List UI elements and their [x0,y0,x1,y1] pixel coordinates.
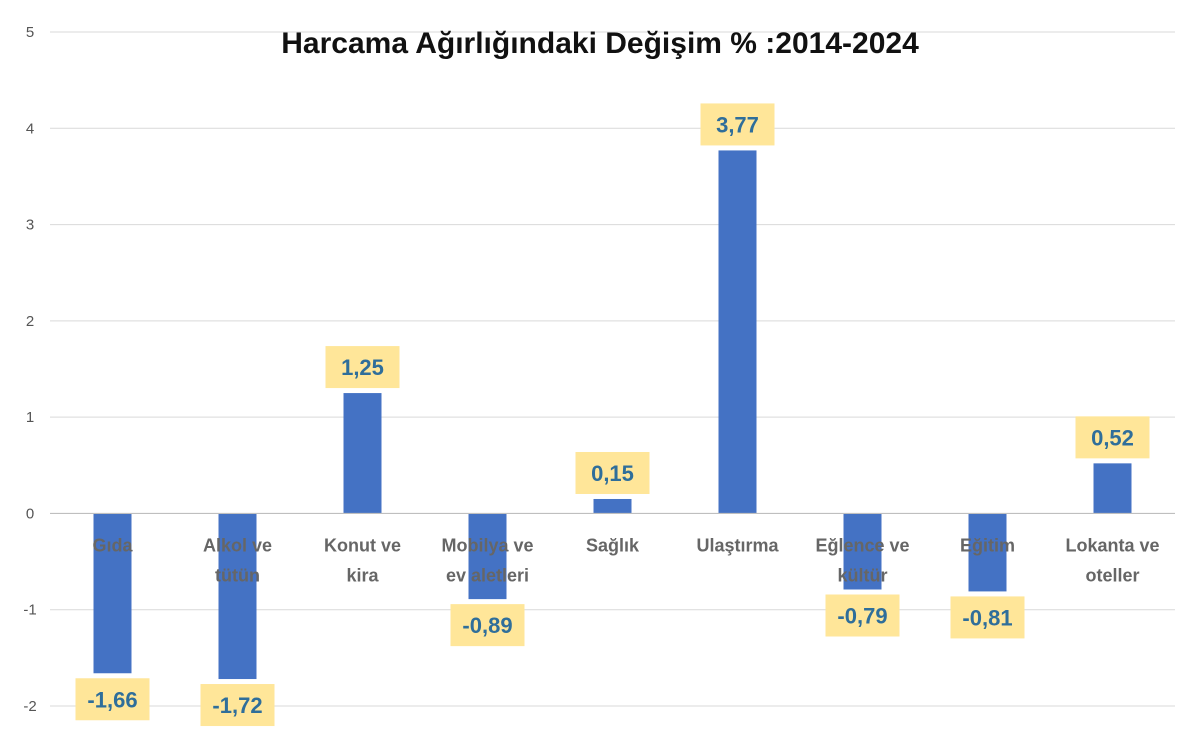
category-label: Eğitim [960,535,1015,555]
category-label: Gıda [92,535,133,555]
data-label: -0,81 [950,596,1025,639]
y-tick-label: 0 [26,505,34,522]
y-tick-label: -1 [23,602,36,619]
bar [468,513,507,600]
y-tick-label: 3 [26,217,34,234]
data-label: -1,72 [200,684,275,727]
data-label: 0,15 [575,451,650,494]
data-label-box [700,103,775,146]
bar [968,513,1007,592]
data-label: 1,25 [325,346,400,389]
bar [93,513,132,674]
data-label-box [1075,416,1150,459]
category-label: Mobilya ve ev aletleri [441,535,533,585]
data-label-text: -0,79 [837,603,887,628]
y-tick-label: 4 [26,120,34,137]
data-label-box [825,594,900,637]
data-label-text: -0,81 [962,605,1012,630]
category-label: Lokanta ve oteller [1065,535,1159,585]
data-label: 3,77 [700,103,775,146]
y-tick-label: 1 [26,409,34,426]
data-label: -0,89 [450,604,525,647]
data-label-text: 0,52 [1091,425,1134,450]
data-label-box [75,678,150,721]
data-label-box [450,604,525,647]
data-labels: -1,66 -1,72 1,25 -0,89 0,15 3,77 -0,79 -0,81 0,5… [75,103,1150,727]
data-label-text: 3,77 [716,112,759,137]
data-label: -0,79 [825,594,900,637]
data-label: 0,52 [1075,416,1150,459]
data-label: -1,66 [75,678,150,721]
bar [343,393,382,514]
y-tick-label: 5 [26,24,34,41]
y-tick-label: 2 [26,313,34,330]
data-label-box [200,684,275,727]
data-label-box [575,451,650,494]
category-label: Konut ve kira [324,535,401,585]
category-labels: Gıda Alkol ve tütün Konut ve kira Mobilya ve e… [92,535,1159,585]
chart-title: Harcama Ağırlığındaki Değişim % :2014-20… [281,27,919,60]
bars [93,150,1132,680]
data-label-text: -0,89 [462,613,512,638]
bar [593,498,632,514]
data-label-text: -1,66 [87,687,137,712]
category-label: Ulaştırma [696,535,779,555]
data-label-box [325,346,400,389]
y-axis-ticks: 5 4 3 2 1 0 -1 -2 [23,24,36,715]
data-label-text: -1,72 [212,693,262,718]
data-label-text: 1,25 [341,355,384,380]
y-tick-label: -2 [23,698,36,715]
bar [1093,463,1132,514]
data-label-box [950,596,1025,639]
bar [718,150,757,514]
data-label-text: 0,15 [591,461,634,486]
category-label: Alkol ve tütün [203,535,272,585]
category-label: Sağlık [586,535,640,555]
bar [218,513,257,680]
category-label: Eğlence ve kültür [815,535,909,585]
bar [843,513,882,590]
